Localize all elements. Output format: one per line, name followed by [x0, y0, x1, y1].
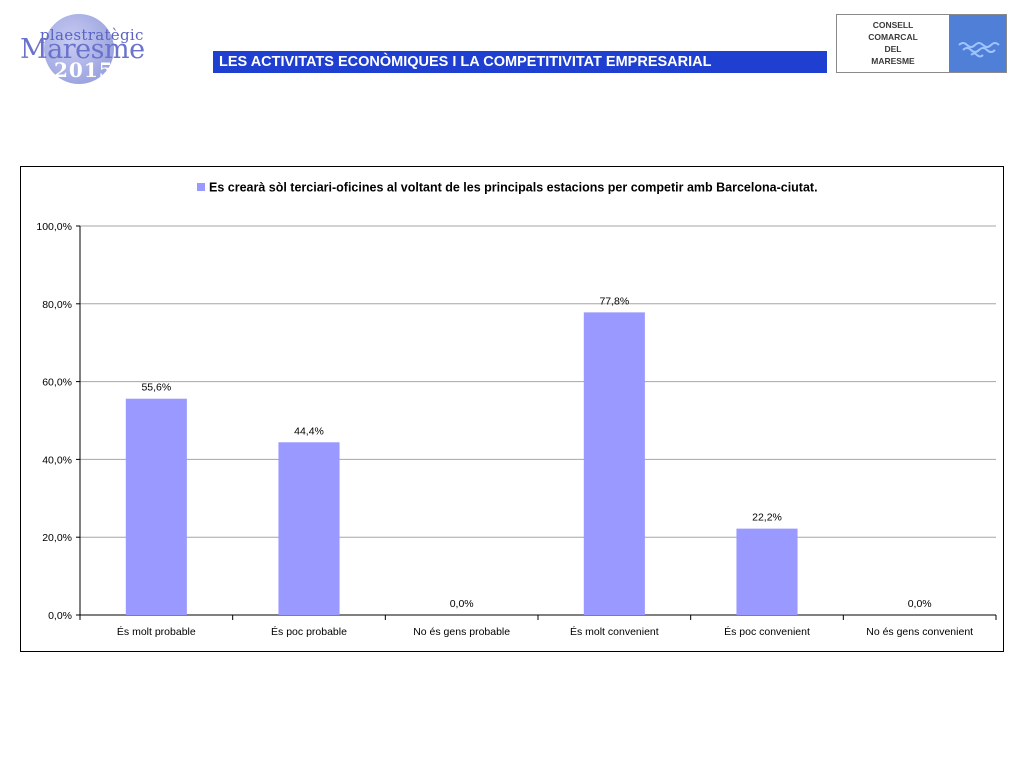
y-tick-label: 100,0% [36, 221, 72, 233]
bar [583, 312, 645, 615]
legend-label: Es crearà sòl terciari-oficines al volta… [209, 181, 818, 195]
consell-line-4: MARESME [871, 56, 915, 66]
consell-comarcal-logo: CONSELL COMARCAL DEL MARESME [836, 14, 1007, 73]
bar [125, 398, 187, 615]
logo-year-text: 2015 [54, 58, 114, 82]
category-label: No és gens probable [413, 626, 510, 638]
y-tick-label: 60,0% [42, 377, 72, 389]
category-label: És poc convenient [724, 625, 810, 638]
plaestrategic-logo: plaestratègic Maresme 2015 [14, 10, 154, 90]
y-tick-label: 40,0% [42, 454, 72, 466]
logo-circle [44, 14, 114, 84]
legend-swatch [197, 183, 205, 191]
data-label: 22,2% [752, 512, 782, 524]
consell-text: CONSELL COMARCAL DEL MARESME [837, 19, 949, 67]
y-tick-label: 0,0% [48, 610, 72, 622]
data-label: 55,6% [141, 382, 171, 394]
category-label: És molt probable [117, 625, 196, 638]
data-label: 0,0% [450, 598, 474, 610]
chart-frame: 0,0% 20,0% 40,0% 60,0% 80,0% 100,0% 55,6% És mo… [20, 166, 1004, 652]
consell-emblem-icon [949, 15, 1006, 72]
bar [278, 442, 340, 615]
data-label: 44,4% [294, 425, 324, 437]
consell-line-3: DEL [884, 44, 902, 54]
category-label: És molt convenient [570, 625, 659, 638]
category-label: És poc probable [271, 625, 347, 638]
section-title: LES ACTIVITATS ECONÒMIQUES I LA COMPETIT… [213, 51, 827, 73]
consell-line-1: CONSELL [872, 20, 914, 30]
logo-maresme-text: Maresme [20, 34, 145, 65]
logo-pla-text: plaestratègic [40, 26, 144, 44]
bar [736, 528, 798, 615]
data-label: 77,8% [599, 295, 629, 307]
data-label: 0,0% [908, 598, 932, 610]
y-tick-label: 80,0% [42, 299, 72, 311]
consell-line-2: COMARCAL [868, 32, 918, 42]
y-tick-label: 20,0% [42, 532, 72, 544]
bar-chart: 0,0% 20,0% 40,0% 60,0% 80,0% 100,0% 55,6% És mo… [36, 181, 997, 638]
category-label: No és gens convenient [866, 626, 973, 638]
